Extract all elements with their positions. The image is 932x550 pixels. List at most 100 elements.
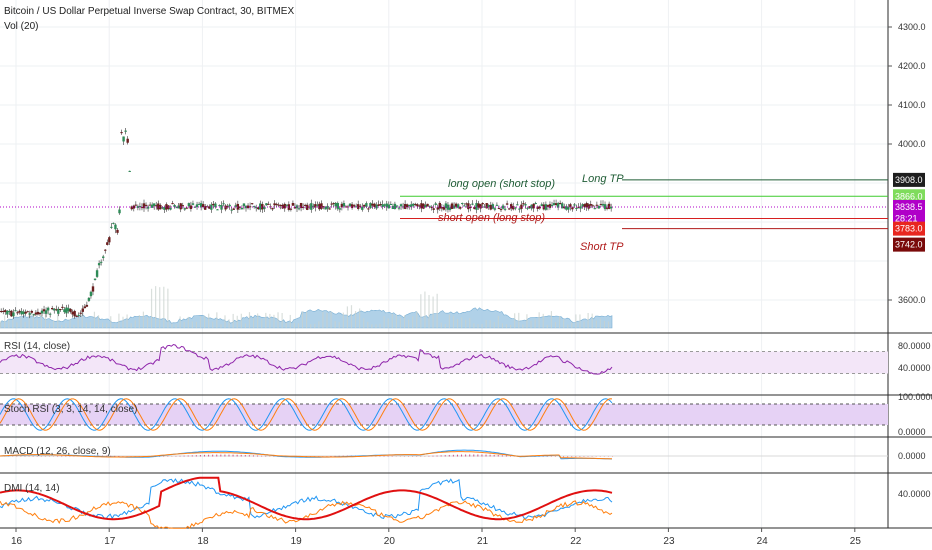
candle-body [4, 310, 7, 313]
candle-body [232, 208, 235, 210]
price-label-text: 3908.0 [895, 175, 923, 185]
rsi-band [0, 351, 888, 374]
candle-body [567, 207, 570, 210]
candle-body [248, 206, 252, 208]
candle-body [69, 308, 72, 312]
candle-body [410, 204, 413, 208]
macd-histogram-bar [40, 456, 42, 457]
macd-histogram-bar [599, 456, 601, 457]
candle-body [467, 203, 470, 210]
candle-body [367, 208, 370, 210]
candle-body [99, 261, 103, 263]
stochrsi-pane-title: Stoch RSI (3, 3, 14, 14, close) [4, 404, 138, 415]
candle-body [501, 205, 505, 209]
volume-bar [416, 311, 418, 328]
macd-histogram-bar [61, 455, 63, 457]
macd-histogram-bar [444, 455, 446, 457]
candle-body [440, 207, 444, 209]
volume-bar [146, 317, 149, 328]
volume-bar [138, 314, 140, 328]
candle-body [518, 208, 521, 210]
volume-bar [310, 324, 312, 328]
macd-histogram-bar [538, 456, 540, 457]
candle-body [0, 310, 3, 312]
macd-histogram-bar [44, 456, 46, 457]
candle-body [271, 208, 274, 210]
volume-bar [489, 320, 491, 328]
candle-body [330, 203, 333, 205]
price-label-text: 3742.0 [895, 240, 923, 250]
volume-bar [204, 316, 206, 328]
candle-body [242, 203, 246, 206]
candle-body [469, 206, 472, 208]
candle-body [14, 310, 17, 312]
candle-body [38, 312, 42, 315]
candle-body [483, 206, 486, 208]
annotation-label: Short TP [580, 241, 624, 253]
volume-bar [505, 324, 508, 328]
candle-body [336, 203, 339, 209]
candle-body [83, 306, 87, 309]
candle-body [252, 206, 256, 208]
candle-body [591, 205, 594, 207]
macd-histogram-bar [440, 455, 442, 457]
volume-bar [24, 321, 26, 328]
volume-bar [477, 324, 479, 328]
candle-body [26, 311, 29, 313]
macd-histogram-bar [334, 455, 336, 457]
volume-bar [36, 320, 38, 328]
volume-bar [191, 321, 193, 328]
candle-body [155, 205, 158, 207]
candle-body [532, 203, 535, 209]
macd-histogram-bar [603, 456, 605, 457]
candle-body [448, 207, 452, 210]
candle-body [569, 204, 572, 208]
macd-histogram-bar [477, 454, 479, 457]
volume-bar [595, 320, 597, 328]
volume-bar [81, 312, 83, 328]
volume-bar [497, 316, 499, 328]
candle-body [454, 203, 458, 207]
volume-bar [444, 324, 446, 328]
candle-body [291, 202, 295, 206]
volume-bar [403, 315, 406, 328]
candle-body [377, 204, 380, 206]
macd-tick-label: 0.0000 [898, 451, 926, 461]
macd-histogram-bar [195, 455, 197, 457]
volume-bar [175, 324, 177, 328]
candle-body [477, 203, 480, 208]
volume-bar [261, 319, 263, 328]
rsi-tick-label: 40.0000 [898, 363, 931, 373]
volume-bar [473, 323, 475, 328]
macd-histogram-bar [587, 456, 589, 457]
candle-body [359, 205, 362, 207]
volume-bar [232, 313, 234, 328]
volume-bar [106, 323, 108, 328]
candle-body [444, 203, 448, 209]
candle-body [558, 202, 562, 205]
dmi-pane-title: DMI (14, 14) [4, 483, 60, 494]
volume-bar [297, 323, 300, 328]
candle-body [128, 170, 131, 172]
macd-histogram-bar [28, 456, 30, 457]
macd-histogram-bar [159, 456, 161, 457]
time-axis-label: 17 [104, 536, 116, 547]
candle-body [18, 310, 21, 313]
candle-body [430, 206, 433, 208]
volume-bar [575, 314, 577, 328]
macd-histogram-bar [387, 455, 389, 457]
volume-bar [130, 323, 132, 328]
volume-bar [28, 312, 30, 328]
macd-histogram-bar [563, 456, 565, 458]
macd-histogram-bar [505, 455, 507, 457]
candle-body [481, 203, 484, 205]
candle-body [130, 206, 133, 210]
candle-body [565, 206, 568, 210]
candle-body [181, 205, 184, 207]
volume-bar [354, 311, 357, 328]
macd-histogram-bar [473, 454, 475, 457]
volume-bar [579, 314, 581, 328]
candle-body [104, 249, 107, 251]
price-tick-label: 4000.0 [898, 139, 926, 149]
